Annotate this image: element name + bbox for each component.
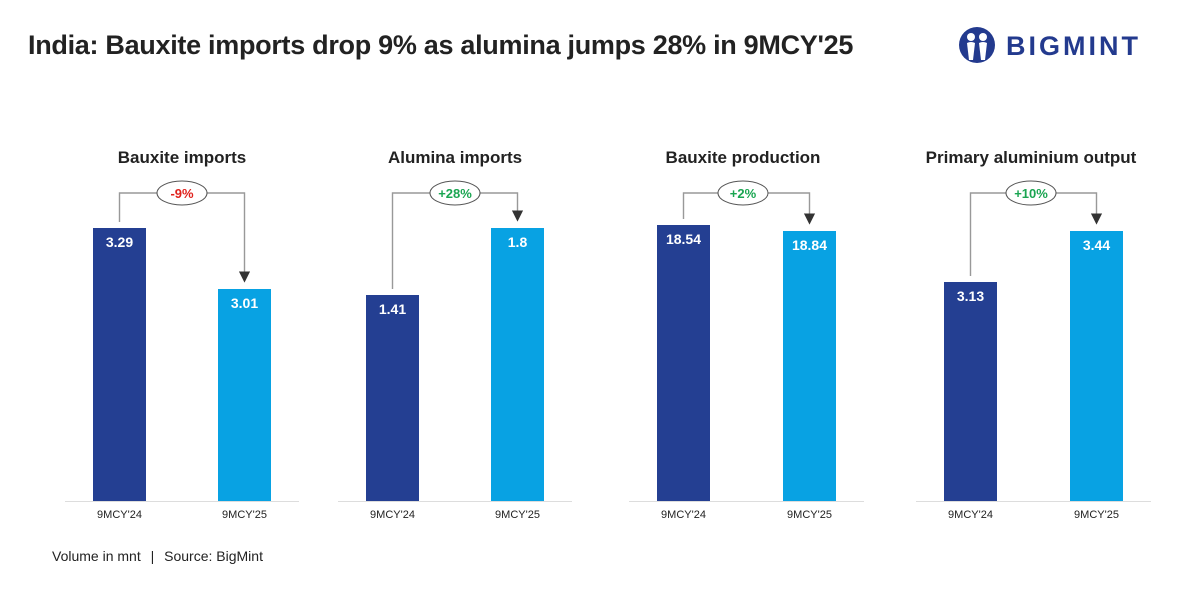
separator: | bbox=[150, 548, 155, 564]
bar-value-label: 1.41 bbox=[379, 301, 406, 317]
change-label: +2% bbox=[730, 186, 757, 201]
bar-value-label: 1.8 bbox=[508, 234, 528, 250]
change-label: -9% bbox=[170, 186, 194, 201]
panel-title: Bauxite imports bbox=[118, 148, 246, 167]
bigmint-logo-text: BIGMINT bbox=[1006, 30, 1141, 61]
bar-2024 bbox=[657, 225, 710, 501]
bar-2024 bbox=[93, 228, 146, 501]
panel-title: Alumina imports bbox=[388, 148, 522, 167]
bigmint-logo: BIGMINT bbox=[958, 26, 1141, 66]
category-label: 9MCY'24 bbox=[948, 509, 993, 521]
bar-value-label: 18.54 bbox=[666, 231, 701, 247]
change-badge bbox=[1005, 180, 1057, 206]
bar-value-label: 3.13 bbox=[957, 288, 984, 304]
bar-2025 bbox=[218, 289, 271, 501]
change-label: +28% bbox=[438, 186, 472, 201]
panel-title: Primary aluminium output bbox=[926, 148, 1137, 167]
page-title: India: Bauxite imports drop 9% as alumin… bbox=[28, 30, 854, 60]
unit-note: Volume in mnt bbox=[52, 548, 141, 564]
bar-value-label: 3.01 bbox=[231, 295, 258, 311]
change-badge bbox=[156, 180, 208, 206]
change-badge bbox=[717, 180, 769, 206]
bar-value-label: 3.29 bbox=[106, 234, 133, 250]
change-badge bbox=[429, 180, 481, 206]
category-label: 9MCY'24 bbox=[370, 509, 415, 521]
bar-2024 bbox=[944, 282, 997, 501]
category-label: 9MCY'24 bbox=[661, 509, 706, 521]
category-label: 9MCY'25 bbox=[495, 509, 540, 521]
footer-note: Volume in mnt | Source: BigMint bbox=[52, 548, 263, 564]
category-label: 9MCY'25 bbox=[222, 509, 267, 521]
bar-2025 bbox=[491, 228, 544, 501]
bigmint-logo-icon bbox=[959, 27, 995, 63]
bar-value-label: 3.44 bbox=[1083, 237, 1110, 253]
change-label: +10% bbox=[1014, 186, 1048, 201]
bar-2025 bbox=[1070, 231, 1123, 501]
bar-value-label: 18.84 bbox=[792, 237, 827, 253]
category-label: 9MCY'25 bbox=[787, 509, 832, 521]
bar-2024 bbox=[366, 295, 419, 501]
source-note: Source: BigMint bbox=[164, 548, 263, 564]
category-label: 9MCY'25 bbox=[1074, 509, 1119, 521]
panel-title: Bauxite production bbox=[666, 148, 821, 167]
category-label: 9MCY'24 bbox=[97, 509, 142, 521]
bar-2025 bbox=[783, 231, 836, 501]
